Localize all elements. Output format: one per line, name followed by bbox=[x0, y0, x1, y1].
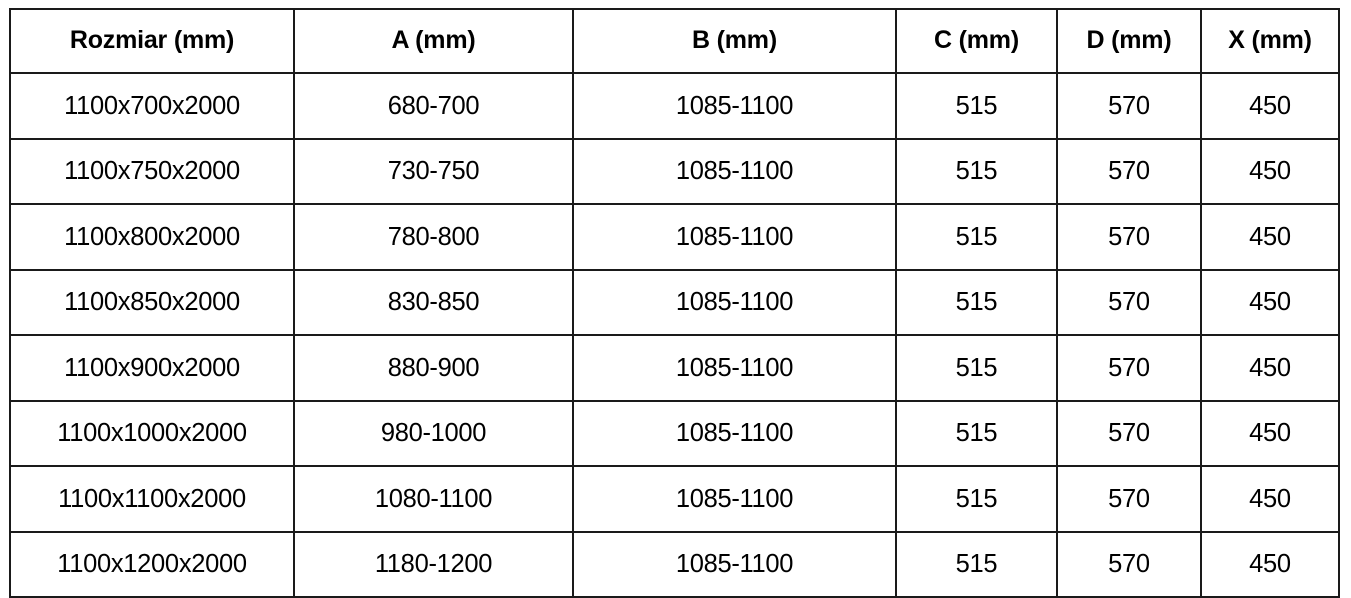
table-row: 1100x1200x2000 1180-1200 1085-1100 515 5… bbox=[9, 530, 1340, 598]
cell-size: 1100x850x2000 bbox=[9, 268, 295, 336]
cell-d: 570 bbox=[1056, 334, 1202, 402]
cell-d: 570 bbox=[1056, 268, 1202, 336]
cell-size: 1100x750x2000 bbox=[9, 137, 295, 205]
cell-size: 1100x1200x2000 bbox=[9, 530, 295, 598]
cell-a: 880-900 bbox=[293, 334, 574, 402]
table-row: 1100x900x2000 880-900 1085-1100 515 570 … bbox=[9, 334, 1340, 402]
cell-d: 570 bbox=[1056, 203, 1202, 271]
cell-x: 450 bbox=[1200, 137, 1340, 205]
cell-c: 515 bbox=[895, 137, 1058, 205]
column-header-b: B (mm) bbox=[572, 8, 897, 74]
cell-x: 450 bbox=[1200, 399, 1340, 467]
cell-d: 570 bbox=[1056, 72, 1202, 140]
cell-c: 515 bbox=[895, 334, 1058, 402]
spec-table-container: Rozmiar (mm) A (mm) B (mm) C (mm) D (mm)… bbox=[9, 8, 1340, 598]
cell-c: 515 bbox=[895, 465, 1058, 533]
cell-d: 570 bbox=[1056, 137, 1202, 205]
table-row: 1100x1100x2000 1080-1100 1085-1100 515 5… bbox=[9, 465, 1340, 533]
cell-d: 570 bbox=[1056, 530, 1202, 598]
header-row: Rozmiar (mm) A (mm) B (mm) C (mm) D (mm)… bbox=[9, 8, 1340, 74]
cell-size: 1100x800x2000 bbox=[9, 203, 295, 271]
cell-d: 570 bbox=[1056, 465, 1202, 533]
cell-x: 450 bbox=[1200, 530, 1340, 598]
table-body: 1100x700x2000 680-700 1085-1100 515 570 … bbox=[9, 72, 1340, 598]
cell-b: 1085-1100 bbox=[572, 465, 897, 533]
cell-b: 1085-1100 bbox=[572, 137, 897, 205]
cell-b: 1085-1100 bbox=[572, 72, 897, 140]
column-header-c: C (mm) bbox=[895, 8, 1058, 74]
cell-size: 1100x900x2000 bbox=[9, 334, 295, 402]
cell-b: 1085-1100 bbox=[572, 334, 897, 402]
cell-a: 680-700 bbox=[293, 72, 574, 140]
cell-c: 515 bbox=[895, 399, 1058, 467]
cell-size: 1100x1000x2000 bbox=[9, 399, 295, 467]
cell-x: 450 bbox=[1200, 268, 1340, 336]
cell-x: 450 bbox=[1200, 203, 1340, 271]
cell-x: 450 bbox=[1200, 465, 1340, 533]
column-header-a: A (mm) bbox=[293, 8, 574, 74]
cell-a: 830-850 bbox=[293, 268, 574, 336]
table-header: Rozmiar (mm) A (mm) B (mm) C (mm) D (mm)… bbox=[9, 8, 1340, 74]
cell-c: 515 bbox=[895, 268, 1058, 336]
cell-b: 1085-1100 bbox=[572, 268, 897, 336]
cell-a: 730-750 bbox=[293, 137, 574, 205]
cell-x: 450 bbox=[1200, 72, 1340, 140]
dimensions-table: Rozmiar (mm) A (mm) B (mm) C (mm) D (mm)… bbox=[9, 8, 1340, 598]
cell-x: 450 bbox=[1200, 334, 1340, 402]
column-header-d: D (mm) bbox=[1056, 8, 1202, 74]
cell-d: 570 bbox=[1056, 399, 1202, 467]
cell-a: 1080-1100 bbox=[293, 465, 574, 533]
cell-c: 515 bbox=[895, 530, 1058, 598]
column-header-x: X (mm) bbox=[1200, 8, 1340, 74]
cell-a: 980-1000 bbox=[293, 399, 574, 467]
column-header-size: Rozmiar (mm) bbox=[9, 8, 295, 74]
cell-size: 1100x1100x2000 bbox=[9, 465, 295, 533]
table-row: 1100x1000x2000 980-1000 1085-1100 515 57… bbox=[9, 399, 1340, 467]
cell-size: 1100x700x2000 bbox=[9, 72, 295, 140]
cell-b: 1085-1100 bbox=[572, 203, 897, 271]
cell-a: 780-800 bbox=[293, 203, 574, 271]
cell-b: 1085-1100 bbox=[572, 530, 897, 598]
cell-c: 515 bbox=[895, 203, 1058, 271]
cell-a: 1180-1200 bbox=[293, 530, 574, 598]
table-row: 1100x750x2000 730-750 1085-1100 515 570 … bbox=[9, 137, 1340, 205]
cell-c: 515 bbox=[895, 72, 1058, 140]
cell-b: 1085-1100 bbox=[572, 399, 897, 467]
table-row: 1100x850x2000 830-850 1085-1100 515 570 … bbox=[9, 268, 1340, 336]
table-row: 1100x800x2000 780-800 1085-1100 515 570 … bbox=[9, 203, 1340, 271]
table-row: 1100x700x2000 680-700 1085-1100 515 570 … bbox=[9, 72, 1340, 140]
